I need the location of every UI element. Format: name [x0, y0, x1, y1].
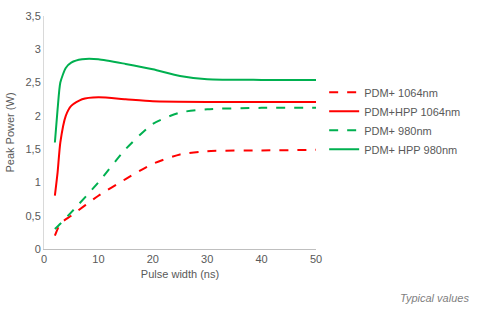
svg-text:0: 0	[41, 253, 47, 265]
svg-text:40: 40	[255, 253, 267, 265]
svg-text:PDM+ 980nm: PDM+ 980nm	[364, 125, 432, 137]
svg-text:20: 20	[147, 253, 159, 265]
svg-text:Pulse width (ns): Pulse width (ns)	[141, 268, 219, 280]
svg-text:1,5: 1,5	[26, 143, 41, 155]
svg-text:3: 3	[35, 43, 41, 55]
svg-text:50: 50	[310, 253, 322, 265]
svg-text:PDM+ 1064nm: PDM+ 1064nm	[364, 87, 438, 99]
svg-text:30: 30	[201, 253, 213, 265]
svg-text:Typical values: Typical values	[400, 292, 469, 304]
svg-text:2: 2	[35, 110, 41, 122]
svg-text:3,5: 3,5	[26, 10, 41, 22]
svg-text:PDM+HPP 1064nm: PDM+HPP 1064nm	[364, 106, 460, 118]
svg-text:2,5: 2,5	[26, 76, 41, 88]
svg-text:10: 10	[92, 253, 104, 265]
svg-text:PDM+ HPP 980nm: PDM+ HPP 980nm	[364, 144, 457, 156]
svg-text:0,5: 0,5	[26, 210, 41, 222]
svg-text:0: 0	[35, 243, 41, 255]
svg-text:Peak Power (W): Peak Power (W)	[4, 92, 16, 172]
svg-text:1: 1	[35, 176, 41, 188]
